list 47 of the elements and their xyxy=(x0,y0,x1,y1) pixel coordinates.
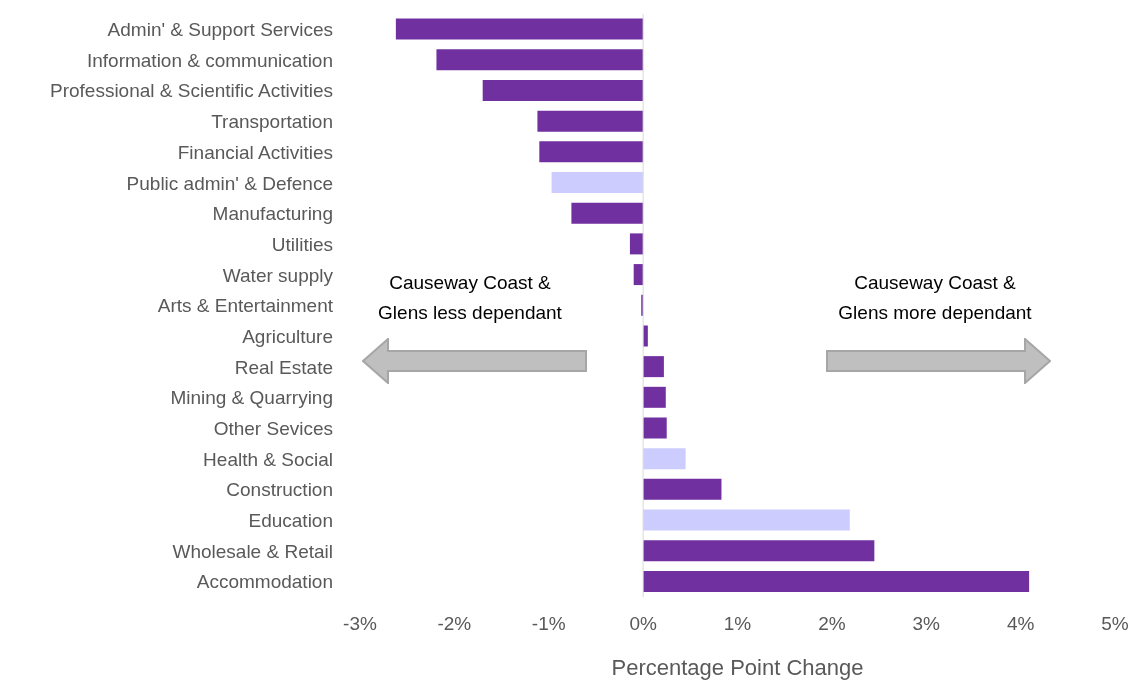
bar xyxy=(643,356,664,378)
bar xyxy=(539,141,644,163)
y-tick-label: Agriculture xyxy=(242,325,333,347)
y-tick-label: Wholesale & Retail xyxy=(172,540,333,562)
bar xyxy=(643,448,686,470)
y-tick-label: Mining & Quarrying xyxy=(170,387,333,409)
bar xyxy=(551,172,644,194)
bar xyxy=(643,509,850,531)
x-tick-label: -1% xyxy=(531,613,566,635)
x-tick-label: 4% xyxy=(1006,613,1035,635)
x-tick-label: 5% xyxy=(1101,613,1129,635)
y-tick-label: Construction xyxy=(226,479,333,501)
x-tick-label: 1% xyxy=(723,613,752,635)
bar xyxy=(643,540,875,562)
x-tick-label: 2% xyxy=(818,613,846,635)
annotation: Causeway Coast & Glens less dependant xyxy=(377,271,563,325)
x-axis-title: Percentage Point Change xyxy=(611,655,864,680)
annotation: Causeway Coast & Glens more dependant xyxy=(837,271,1033,325)
x-tick-label: 0% xyxy=(629,613,657,635)
y-tick-label: Manufacturing xyxy=(212,203,333,225)
y-tick-label: Accommodation xyxy=(196,571,333,593)
bar xyxy=(643,417,667,439)
y-tick-label: Information & communication xyxy=(86,49,333,71)
y-tick-label: Utilities xyxy=(271,233,333,255)
y-tick-label: Admin' & Support Services xyxy=(107,19,333,41)
bar xyxy=(436,49,644,71)
bar xyxy=(482,79,644,101)
bar xyxy=(643,570,1030,592)
bar xyxy=(629,233,644,255)
y-tick-label: Transportation xyxy=(211,111,333,133)
y-tick-label: Health & Social xyxy=(203,448,333,470)
y-tick-label: Other Sevices xyxy=(213,417,333,439)
y-tick-label: Professional & Scientific Activities xyxy=(49,80,333,102)
x-tick-label: -3% xyxy=(343,613,377,635)
y-tick-label: Education xyxy=(248,510,333,532)
y-tick-label: Public admin' & Defence xyxy=(126,172,333,194)
bar xyxy=(643,478,722,500)
y-tick-label: Real Estate xyxy=(234,356,333,378)
bar xyxy=(537,110,644,132)
x-tick-label: -2% xyxy=(437,613,472,635)
bar xyxy=(395,18,644,40)
bar xyxy=(643,386,666,408)
x-tick-label: 3% xyxy=(912,613,941,635)
bar xyxy=(571,202,644,224)
y-tick-label: Arts & Entertainment xyxy=(157,295,334,317)
y-tick-label: Water supply xyxy=(222,264,334,286)
y-tick-label: Financial Activities xyxy=(177,141,333,163)
